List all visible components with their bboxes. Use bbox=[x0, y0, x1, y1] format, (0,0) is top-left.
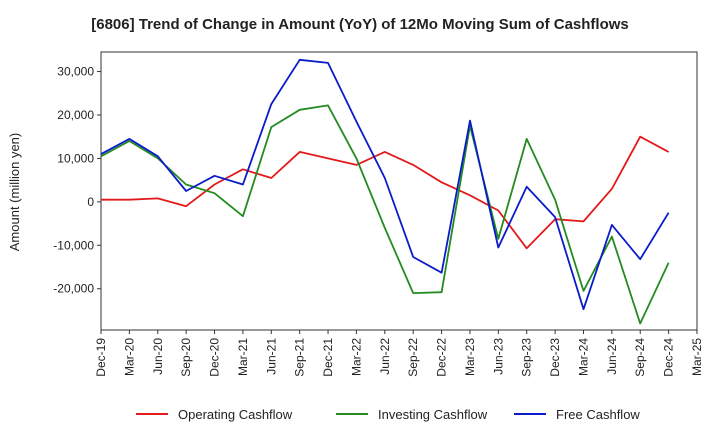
x-tick-label: Mar-21 bbox=[236, 338, 250, 376]
investing-cashflow-legend-label: Investing Cashflow bbox=[378, 407, 488, 422]
investing-cashflow-line bbox=[100, 104, 670, 325]
x-tick-label: Sep-24 bbox=[633, 338, 647, 377]
x-tick-label: Mar-20 bbox=[122, 338, 136, 376]
chart-title: [6806] Trend of Change in Amount (YoY) o… bbox=[91, 16, 629, 33]
plot-frame bbox=[100, 51, 698, 331]
x-tick-label: Dec-19 bbox=[94, 338, 108, 377]
y-tick-label: -20,000 bbox=[53, 282, 94, 296]
x-tick-label: Sep-22 bbox=[406, 338, 420, 377]
x-tick-label: Mar-23 bbox=[463, 338, 477, 376]
y-tick-label: 10,000 bbox=[57, 151, 94, 165]
y-tick-label: 0 bbox=[87, 195, 94, 209]
y-tick-label: -10,000 bbox=[53, 238, 94, 252]
operating-cashflow-line bbox=[101, 135, 670, 250]
x-tick-label: Sep-21 bbox=[293, 338, 307, 377]
x-tick-label: Sep-20 bbox=[179, 338, 193, 377]
y-tick-label: 30,000 bbox=[57, 65, 94, 79]
x-tick-label: Jun-24 bbox=[605, 338, 619, 375]
series-lines bbox=[100, 58, 670, 325]
x-tick-label: Dec-23 bbox=[548, 338, 562, 377]
y-axis-label: Amount (million yen) bbox=[7, 133, 22, 252]
x-tick-label: Dec-24 bbox=[662, 338, 676, 377]
x-tick-label: Mar-25 bbox=[690, 338, 704, 376]
x-tick-label: Sep-23 bbox=[520, 338, 534, 377]
x-tick-label: Jun-21 bbox=[264, 338, 278, 375]
x-tick-label: Mar-22 bbox=[349, 338, 363, 376]
operating-cashflow-legend-label: Operating Cashflow bbox=[178, 407, 293, 422]
free-cashflow-legend-label: Free Cashflow bbox=[556, 407, 640, 422]
x-tick-label: Jun-23 bbox=[491, 338, 505, 375]
x-tick-label: Mar-24 bbox=[576, 338, 590, 376]
x-tick-label: Jun-20 bbox=[151, 338, 165, 375]
legend: Operating Cashflow Investing Cashflow Free… bbox=[136, 407, 640, 422]
x-tick-label: Dec-20 bbox=[208, 338, 222, 377]
x-tick-label: Dec-21 bbox=[321, 338, 335, 377]
x-tick-label: Dec-22 bbox=[435, 338, 449, 377]
y-tick-label: 20,000 bbox=[57, 108, 94, 122]
free-cashflow-line bbox=[100, 58, 670, 311]
x-tick-label: Jun-22 bbox=[378, 338, 392, 375]
axes: Dec-19 Mar-20 Jun-20 Sep-20 Dec-20 Mar-21 Jun-… bbox=[53, 51, 704, 377]
